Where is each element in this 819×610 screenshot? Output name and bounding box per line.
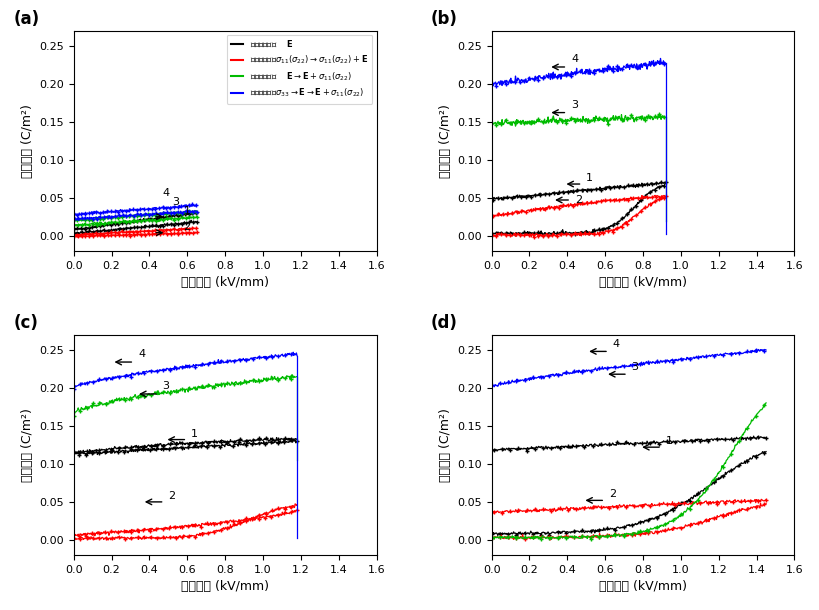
Text: (c): (c) [13, 314, 38, 332]
Text: 1: 1 [666, 436, 672, 446]
Text: 4: 4 [138, 350, 145, 359]
Text: (b): (b) [431, 10, 458, 28]
Y-axis label: 极化强度 (C/m²): 极化强度 (C/m²) [439, 104, 451, 178]
Text: 2: 2 [609, 489, 616, 500]
X-axis label: 电场强度 (kV/mm): 电场强度 (kV/mm) [181, 580, 269, 594]
Legend: 加载方式一：    $\mathbf{E}$, 加载方式二：$\sigma_{11}(\sigma_{22})\rightarrow\sigma_{11}(\s: 加载方式一： $\mathbf{E}$, 加载方式二：$\sigma_{11}(… [227, 35, 373, 104]
Text: 4: 4 [613, 339, 620, 349]
Text: 1: 1 [183, 206, 191, 217]
X-axis label: 电场强度 (kV/mm): 电场强度 (kV/mm) [599, 580, 687, 594]
Text: 4: 4 [571, 54, 578, 65]
Text: 3: 3 [163, 381, 170, 392]
Text: 4: 4 [163, 188, 170, 198]
Text: (a): (a) [13, 10, 39, 28]
X-axis label: 电场强度 (kV/mm): 电场强度 (kV/mm) [599, 276, 687, 289]
Y-axis label: 极化强度 (C/m²): 极化强度 (C/m²) [20, 408, 34, 482]
Text: 3: 3 [571, 100, 578, 110]
Text: 3: 3 [631, 362, 639, 371]
Text: 2: 2 [575, 195, 582, 205]
Text: 1: 1 [191, 429, 198, 439]
Text: 3: 3 [172, 197, 179, 207]
Y-axis label: 极化强度 (C/m²): 极化强度 (C/m²) [439, 408, 451, 482]
Text: (d): (d) [431, 314, 458, 332]
Text: 2: 2 [183, 223, 191, 232]
Text: 2: 2 [169, 491, 175, 501]
Text: 1: 1 [586, 173, 593, 183]
Y-axis label: 极化强度 (C/m²): 极化强度 (C/m²) [20, 104, 34, 178]
X-axis label: 电场强度 (kV/mm): 电场强度 (kV/mm) [181, 276, 269, 289]
